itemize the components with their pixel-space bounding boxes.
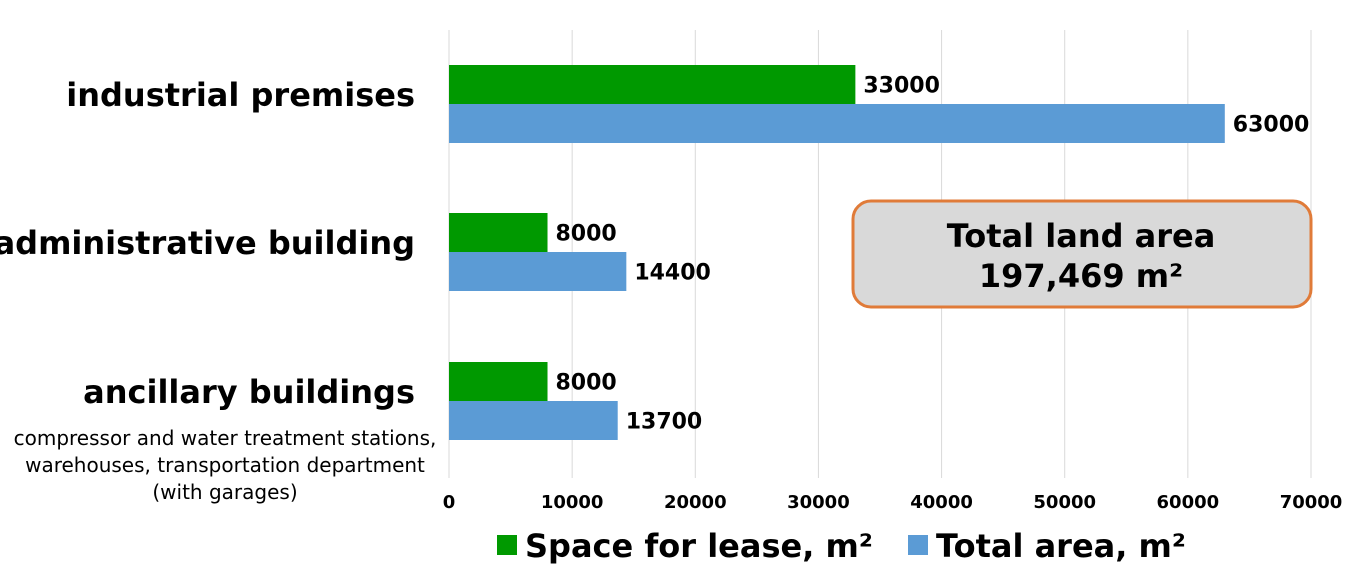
- legend-swatch: [908, 535, 928, 555]
- x-tick-label: 20000: [664, 492, 727, 513]
- annotation-box: [851, 199, 1313, 309]
- data-label: 13700: [626, 410, 703, 435]
- data-label: 8000: [556, 371, 617, 396]
- category-label: ancillary buildings: [83, 373, 415, 411]
- bars: [449, 65, 1225, 440]
- bar: [449, 252, 627, 291]
- x-tick-label: 0: [443, 492, 456, 513]
- x-axis-ticks: 0 10000 20000 30000 40000 50000 60000 70000: [443, 492, 1343, 513]
- category-sublabel: (with garages): [152, 480, 297, 504]
- x-tick-label: 60000: [1157, 492, 1220, 513]
- x-tick-label: 10000: [541, 492, 604, 513]
- bar: [449, 401, 618, 440]
- data-label: 33000: [863, 74, 940, 99]
- legend-label: Space for lease, m²: [525, 527, 873, 565]
- category-label: industrial premises: [66, 76, 415, 114]
- annotation-text: Total land area: [947, 217, 1216, 255]
- x-tick-label: 50000: [1033, 492, 1096, 513]
- x-tick-label: 30000: [787, 492, 850, 513]
- bar: [449, 362, 548, 401]
- x-tick-label: 70000: [1280, 492, 1343, 513]
- data-label: 63000: [1233, 113, 1310, 138]
- category-sublabel: warehouses, transportation department: [25, 453, 425, 477]
- legend-swatch: [497, 535, 517, 555]
- annotation-text: 197,469 m²: [979, 257, 1183, 295]
- data-label: 14400: [634, 261, 711, 286]
- legend: Space for lease, m² Total area, m²: [497, 527, 1186, 565]
- bar: [449, 65, 856, 104]
- data-label: 8000: [556, 222, 617, 247]
- x-tick-label: 40000: [910, 492, 973, 513]
- category-label: administrative building: [0, 224, 415, 262]
- category-sublabel: compressor and water treatment stations,: [14, 426, 437, 450]
- data-labels: 33000 8000 8000 63000 14400 13700: [556, 74, 1310, 435]
- bar: [449, 213, 548, 252]
- legend-label: Total area, m²: [936, 527, 1186, 565]
- bar: [449, 104, 1225, 143]
- category-labels: industrial premises administrative buildi…: [0, 76, 436, 504]
